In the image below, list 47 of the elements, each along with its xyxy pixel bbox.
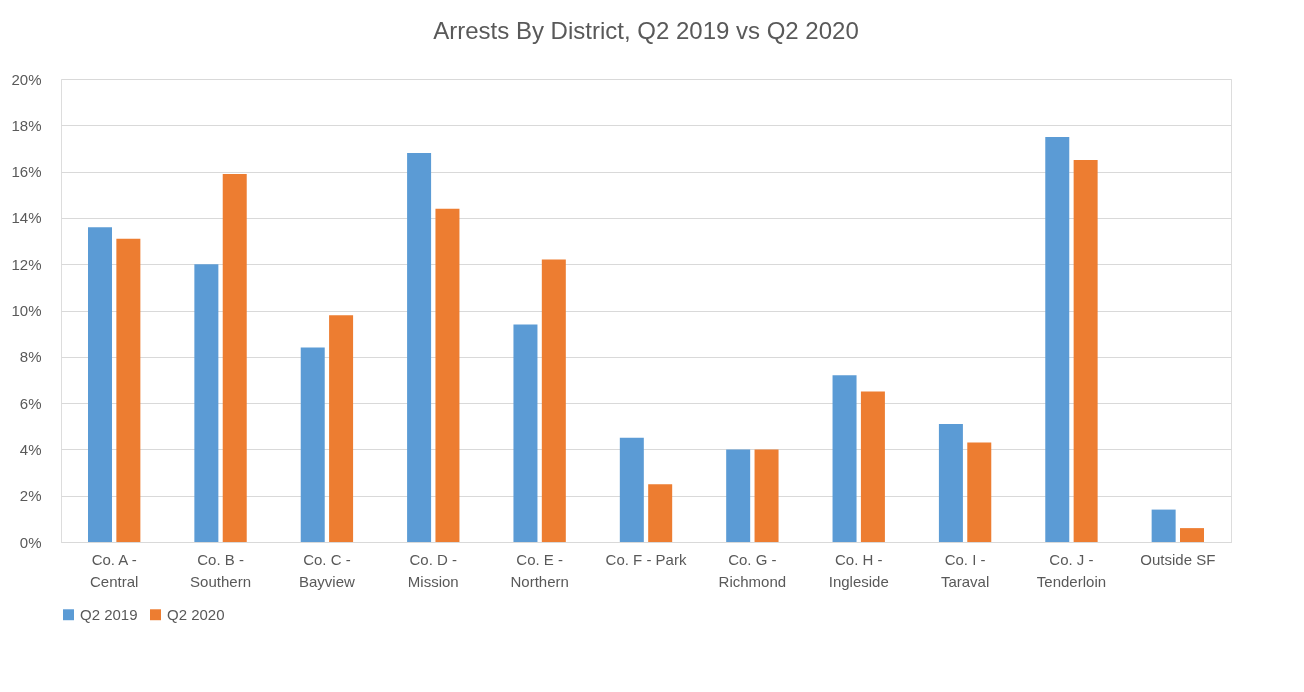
bar: [116, 238, 141, 542]
y-tick-label: 18%: [11, 116, 42, 134]
x-tick-label: Co. H - Ingleside: [828, 550, 889, 590]
bar: [435, 208, 460, 542]
y-tick-label: 2%: [19, 487, 42, 505]
bar: [329, 315, 354, 542]
bar: [967, 442, 992, 542]
x-tick-label: Co. E - Northern: [510, 550, 569, 590]
y-tick-label: 8%: [19, 348, 42, 366]
bar: [541, 259, 566, 542]
bar: [619, 437, 644, 542]
y-tick-label: 14%: [11, 209, 42, 227]
bar: [194, 264, 219, 542]
legend-label: Q2 2020: [167, 605, 225, 623]
legend-label: Q2 2019: [80, 605, 138, 623]
bar: [300, 347, 325, 542]
y-tick-label: 4%: [19, 440, 42, 458]
x-tick-label: Outside SF: [1140, 550, 1216, 568]
x-tick-label: Co. J - Tenderloin: [1036, 550, 1107, 590]
bar: [407, 153, 432, 542]
x-tick-label: Co. I - Taraval: [940, 550, 990, 590]
bar: [938, 423, 963, 542]
y-tick-label: 20%: [11, 70, 42, 88]
bar: [1073, 160, 1098, 542]
x-tick-label: Co. D - Mission: [407, 550, 459, 590]
bar: [860, 391, 885, 542]
x-tick-label: Co. G - Richmond: [718, 550, 787, 590]
bar: [832, 375, 857, 542]
bar: [1151, 509, 1176, 542]
bar: [726, 449, 751, 542]
y-tick-label: 16%: [11, 163, 42, 181]
y-tick-label: 12%: [11, 255, 42, 273]
x-tick-label: Co. F - Park: [605, 550, 687, 568]
y-tick-label: 0%: [19, 533, 42, 551]
bar: [754, 449, 779, 542]
chart-title: Arrests By District, Q2 2019 vs Q2 2020: [433, 17, 859, 44]
x-tick-label: Co. A - Central: [90, 550, 139, 590]
x-tick-label: Co. B - Southern: [190, 550, 251, 590]
bar: [1180, 528, 1204, 542]
bar: [222, 173, 247, 542]
y-tick-label: 6%: [19, 394, 42, 412]
y-tick-label: 10%: [11, 302, 42, 319]
bar: [88, 227, 112, 542]
bar: [513, 324, 538, 542]
bar: [1045, 136, 1070, 542]
x-tick-label: Co. C - Bayview: [298, 550, 355, 590]
bar: [648, 484, 673, 542]
